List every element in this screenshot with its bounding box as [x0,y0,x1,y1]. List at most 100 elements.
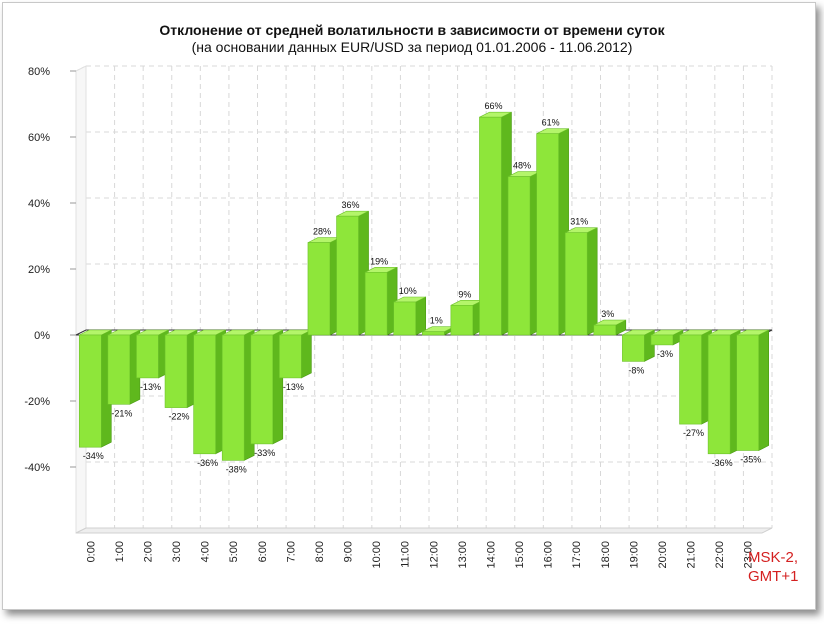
x-tick-label: 6:00 [257,541,269,562]
bar-front [622,334,645,362]
bar-front [136,334,159,379]
data-label: -22% [169,412,190,422]
y-tick-label: 20% [28,264,50,276]
data-label: 10% [399,286,417,296]
x-tick-label: 0:00 [85,541,97,562]
bar [564,227,598,336]
floor [75,527,773,534]
bar-front [650,334,674,346]
bar [78,329,112,448]
data-label: 61% [542,118,560,128]
x-tick-label: 23:00 [743,541,755,569]
bars [78,111,770,461]
x-tick-label: 5:00 [228,541,240,562]
bar-front [193,334,216,455]
bar [593,319,627,336]
data-label: -38% [226,464,247,474]
timezone-note-line1: MSK-2, [748,549,799,566]
data-label: -13% [140,382,161,392]
y-tick-label: 40% [28,198,50,210]
bar [307,237,341,336]
bar [679,329,712,425]
bar [707,329,741,455]
bar-front [164,334,188,408]
bar-side [758,329,770,451]
x-tick-label: 20:00 [657,541,669,569]
left-wall [75,65,87,534]
bar-front [507,176,531,336]
bar-front [279,334,302,379]
x-tick-label: 22:00 [714,541,726,569]
data-label: 36% [342,200,360,210]
bar [450,299,484,336]
bar [421,326,455,336]
bar-front [78,334,102,448]
bar-front [707,334,731,455]
bar [193,329,226,455]
data-label: 31% [570,217,588,227]
y-tick-label: 80% [28,66,50,78]
x-tick-label: 15:00 [514,541,526,569]
bar [250,329,284,445]
bar [136,329,169,379]
x-tick-label: 21:00 [686,541,698,569]
bar-side [301,329,312,379]
bar [736,329,770,451]
bar-front [364,271,388,336]
bar-front [307,242,331,336]
x-tick-label: 3:00 [171,541,183,562]
bar-front [336,215,359,336]
bar-front [393,301,417,336]
y-tick-label: -20% [24,396,50,408]
data-label: -34% [83,451,104,461]
data-label: -21% [111,408,132,418]
data-label: -3% [657,349,673,359]
x-tick-label: 17:00 [571,541,583,569]
bar-front [679,334,702,425]
data-label: -36% [197,458,218,468]
y-tick-label: 0% [34,330,50,342]
bar [622,329,655,362]
x-tick-label: 2:00 [142,541,154,562]
y-tick-label: 60% [28,132,50,144]
bar-front [221,334,245,461]
x-tick-label: 8:00 [314,541,326,562]
bar-front [593,324,617,336]
x-tick-label: 12:00 [428,541,440,569]
bar [507,171,541,336]
data-label: -27% [683,428,704,438]
bar [107,329,141,405]
data-label: -35% [740,455,761,465]
bar [164,329,198,409]
x-tick-label: 13:00 [457,541,469,569]
chart-subtitle: (на основании данных EUR/USD за период 0… [191,39,633,55]
timezone-note: MSK-2, GMT+1 [748,548,812,586]
bar [479,111,512,336]
bar-front [479,116,502,336]
bar-front [107,334,131,405]
chart-title: Отклонение от средней волатильности в за… [159,22,665,38]
bar [221,329,255,461]
bar [279,329,312,379]
bar-front [736,334,760,451]
bar-front [450,304,474,336]
x-tick-label: 4:00 [200,541,212,562]
x-tick-label: 16:00 [543,541,555,569]
x-tick-label: 18:00 [600,541,612,569]
data-label: -36% [712,458,733,468]
x-tick-label: 19:00 [628,541,640,569]
data-label: 28% [313,227,331,237]
data-labels: -34% -21% -13% -22% -36% -38% -33% -13% 28% 36% 19… [83,101,761,474]
data-label: 66% [484,101,502,111]
x-tick-label: 10:00 [371,541,383,569]
data-label: 19% [370,256,388,266]
x-tick-label: 14:00 [485,541,497,569]
bar-front [536,133,559,336]
y-tick-label: -40% [24,462,50,474]
x-tick-label: 11:00 [400,541,412,568]
data-label: 9% [458,289,471,299]
bar [650,329,684,346]
data-label: 3% [601,309,614,319]
bar-side [586,227,598,336]
